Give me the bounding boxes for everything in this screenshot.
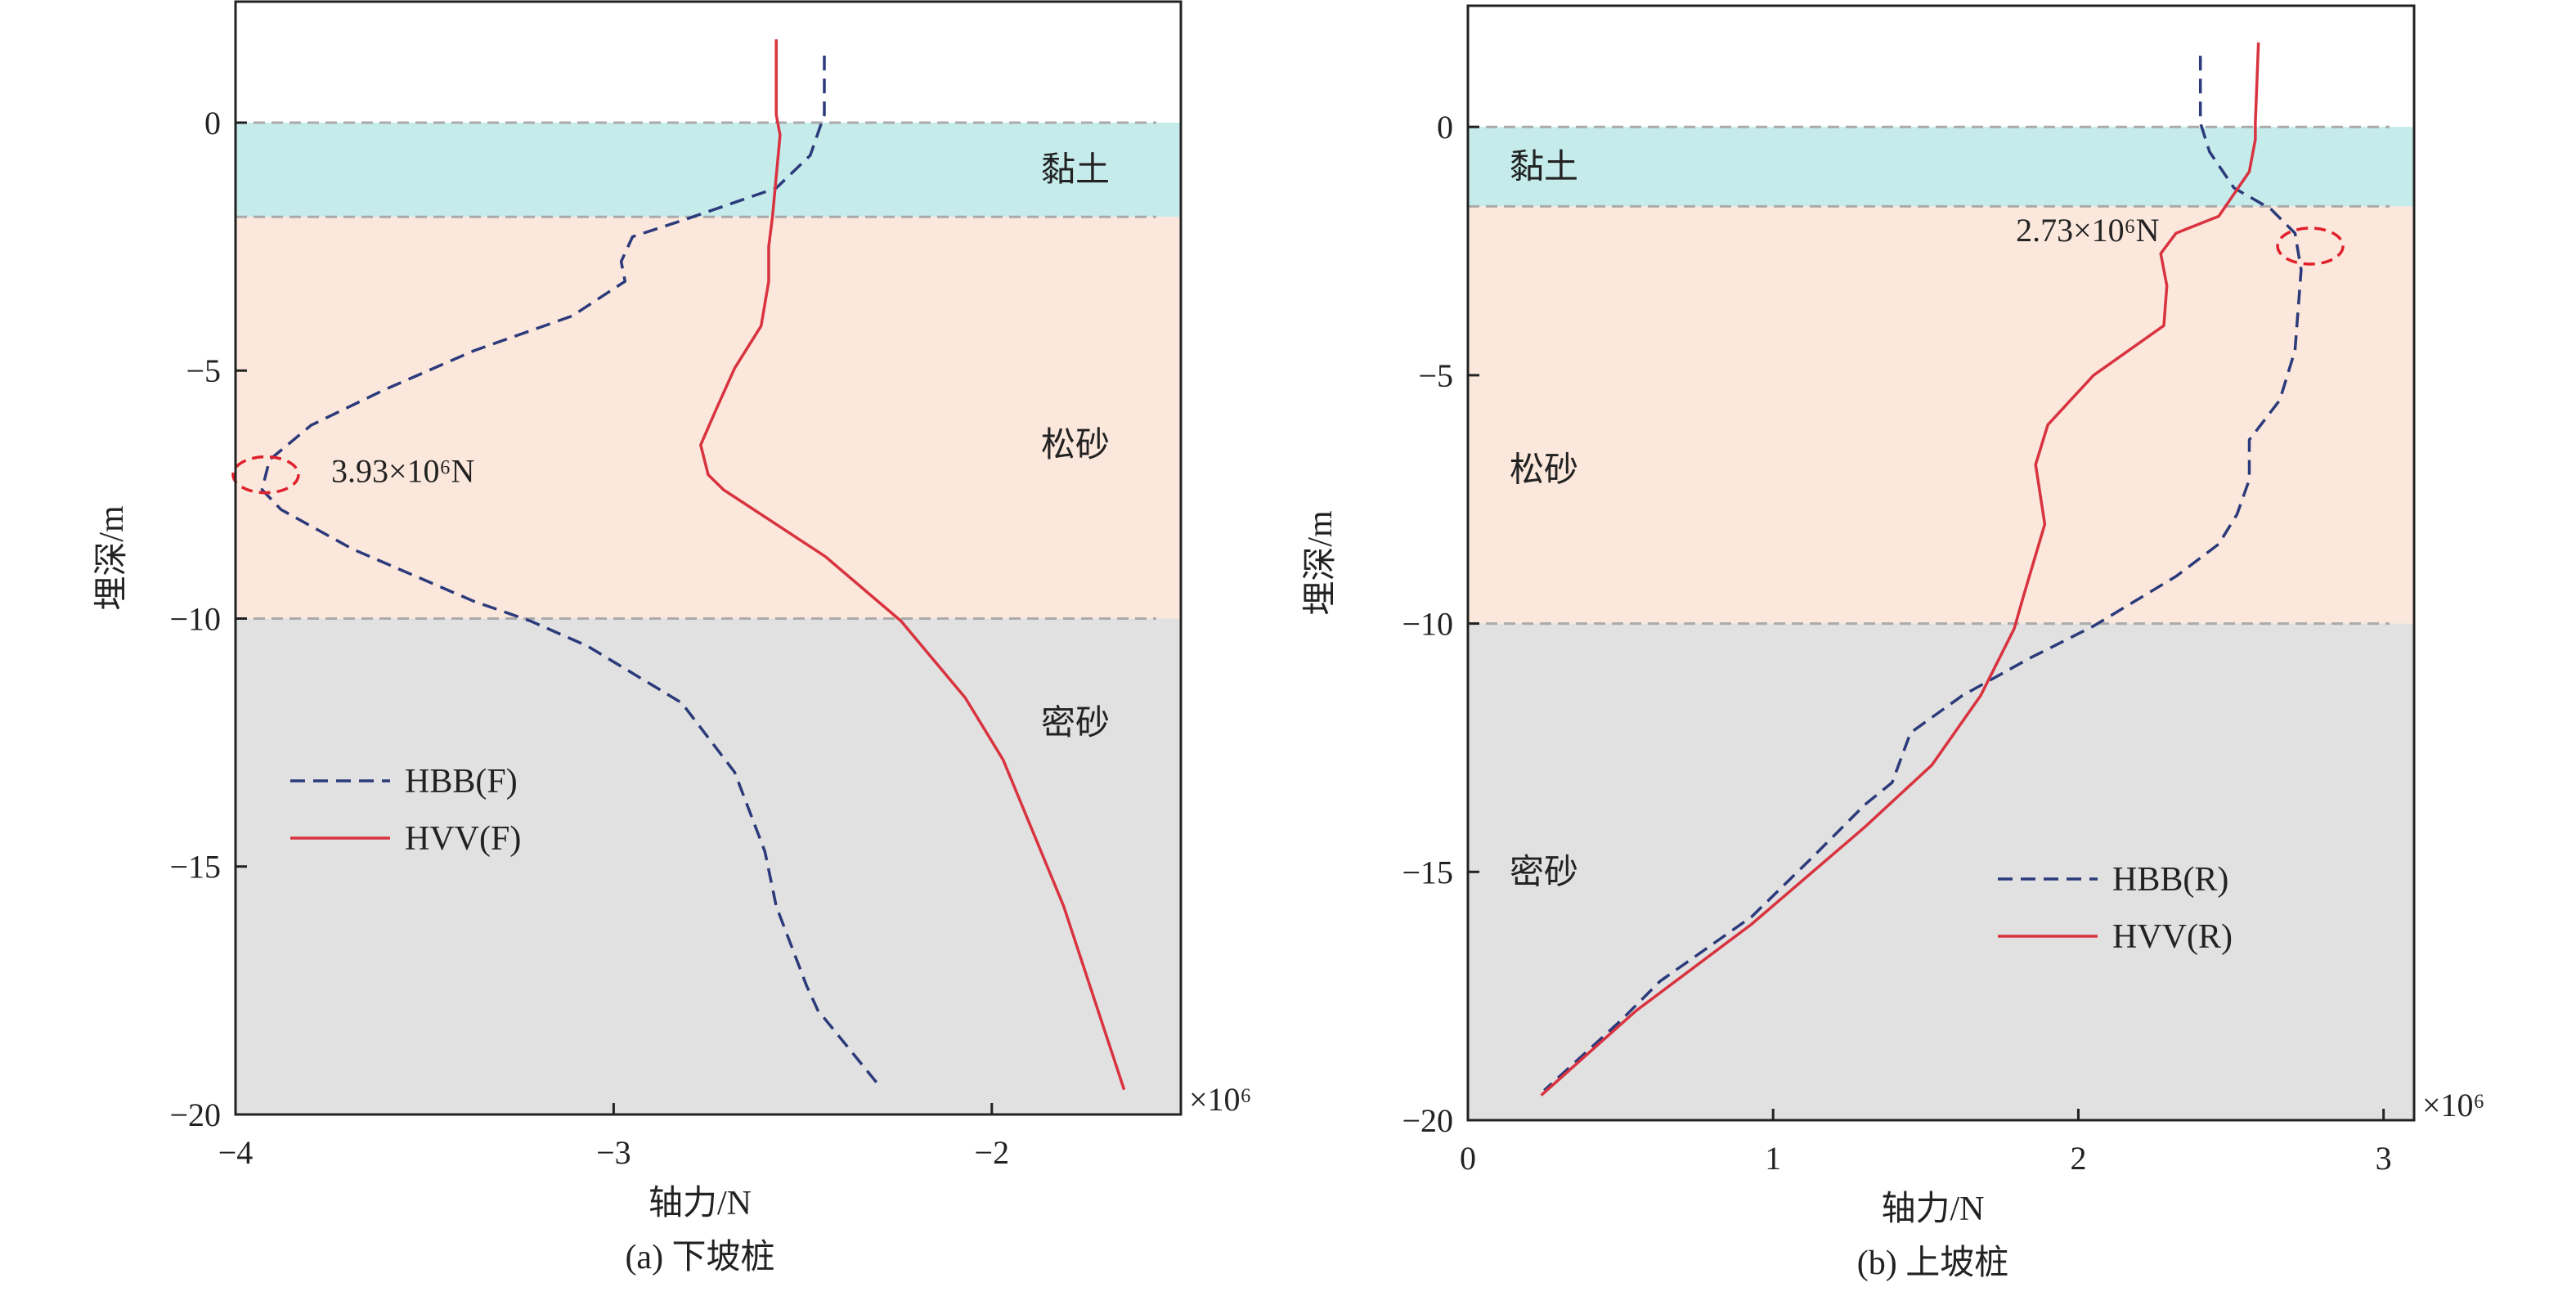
soil-layer-1 [1468,206,2414,624]
series-line-hbbf [260,56,880,1086]
soil-layer-label: 松砂 [1041,427,1110,464]
legend-label: HVV(R) [2112,918,2233,956]
soil-layer-2 [236,618,1181,1114]
soil-layer-label: 黏土 [1510,149,1578,186]
y-tick-label: −20 [1402,1102,1453,1139]
soil-layer-label: 黏土 [1041,152,1110,190]
x-tick-label: 3 [2376,1140,2392,1177]
x-tick-label: 2 [2070,1140,2086,1177]
x-tick-label: 1 [1765,1140,1781,1177]
y-tick-label: −15 [1402,854,1453,890]
x-tick-label: −3 [596,1134,631,1171]
soil-layer-0 [1468,127,2414,207]
legend-label: HBB(F) [405,763,518,800]
soil-layer-label: 密砂 [1510,853,1578,891]
legend-label: HVV(F) [405,820,521,858]
soil-layer-label: 密砂 [1041,704,1110,742]
x-axis-label: 轴力/N [648,1185,752,1222]
x-tick-label: −4 [218,1134,254,1171]
y-tick-label: −10 [169,600,221,637]
panel-caption: (a) 下坡桩 [625,1239,774,1276]
y-tick-label: 0 [204,105,221,141]
series-line-hvvr [1540,42,2260,1096]
y-axis-label: 埋深/m [93,505,131,611]
soil-layer-0 [236,122,1181,217]
soil-layer-1 [236,217,1181,619]
x-multiplier: ×10⁶ [2422,1087,2485,1123]
panel-caption: (b) 上坡桩 [1857,1244,2008,1282]
peak-marker-ellipse [2276,226,2345,266]
y-tick-label: −5 [1418,357,1453,394]
y-tick-label: −10 [1402,606,1453,643]
y-axis-label: 埋深/m [1302,510,1340,616]
plot-frame [234,0,1183,1116]
y-tick-label: −20 [169,1096,221,1133]
soil-layer-2 [1468,623,2414,1120]
x-tick-label: −2 [975,1134,1010,1171]
x-multiplier: ×10⁶ [1189,1081,1252,1118]
peak-annotation: 2.73×10⁶N [2016,212,2159,249]
plot-frame [1466,4,2416,1122]
peak-marker-ellipse [231,455,300,495]
y-tick-label: −5 [186,352,221,389]
x-axis-label: 轴力/N [1881,1191,1984,1228]
series-line-hvvf [699,39,1126,1091]
series-line-hbbr [1543,56,2303,1092]
x-tick-label: 0 [1460,1140,1476,1177]
y-tick-label: 0 [1437,109,1453,146]
soil-layer-label: 松砂 [1510,451,1578,489]
peak-annotation: 3.93×10⁶N [331,453,474,490]
y-tick-label: −15 [169,849,221,886]
legend-label: HBB(R) [2112,861,2228,899]
